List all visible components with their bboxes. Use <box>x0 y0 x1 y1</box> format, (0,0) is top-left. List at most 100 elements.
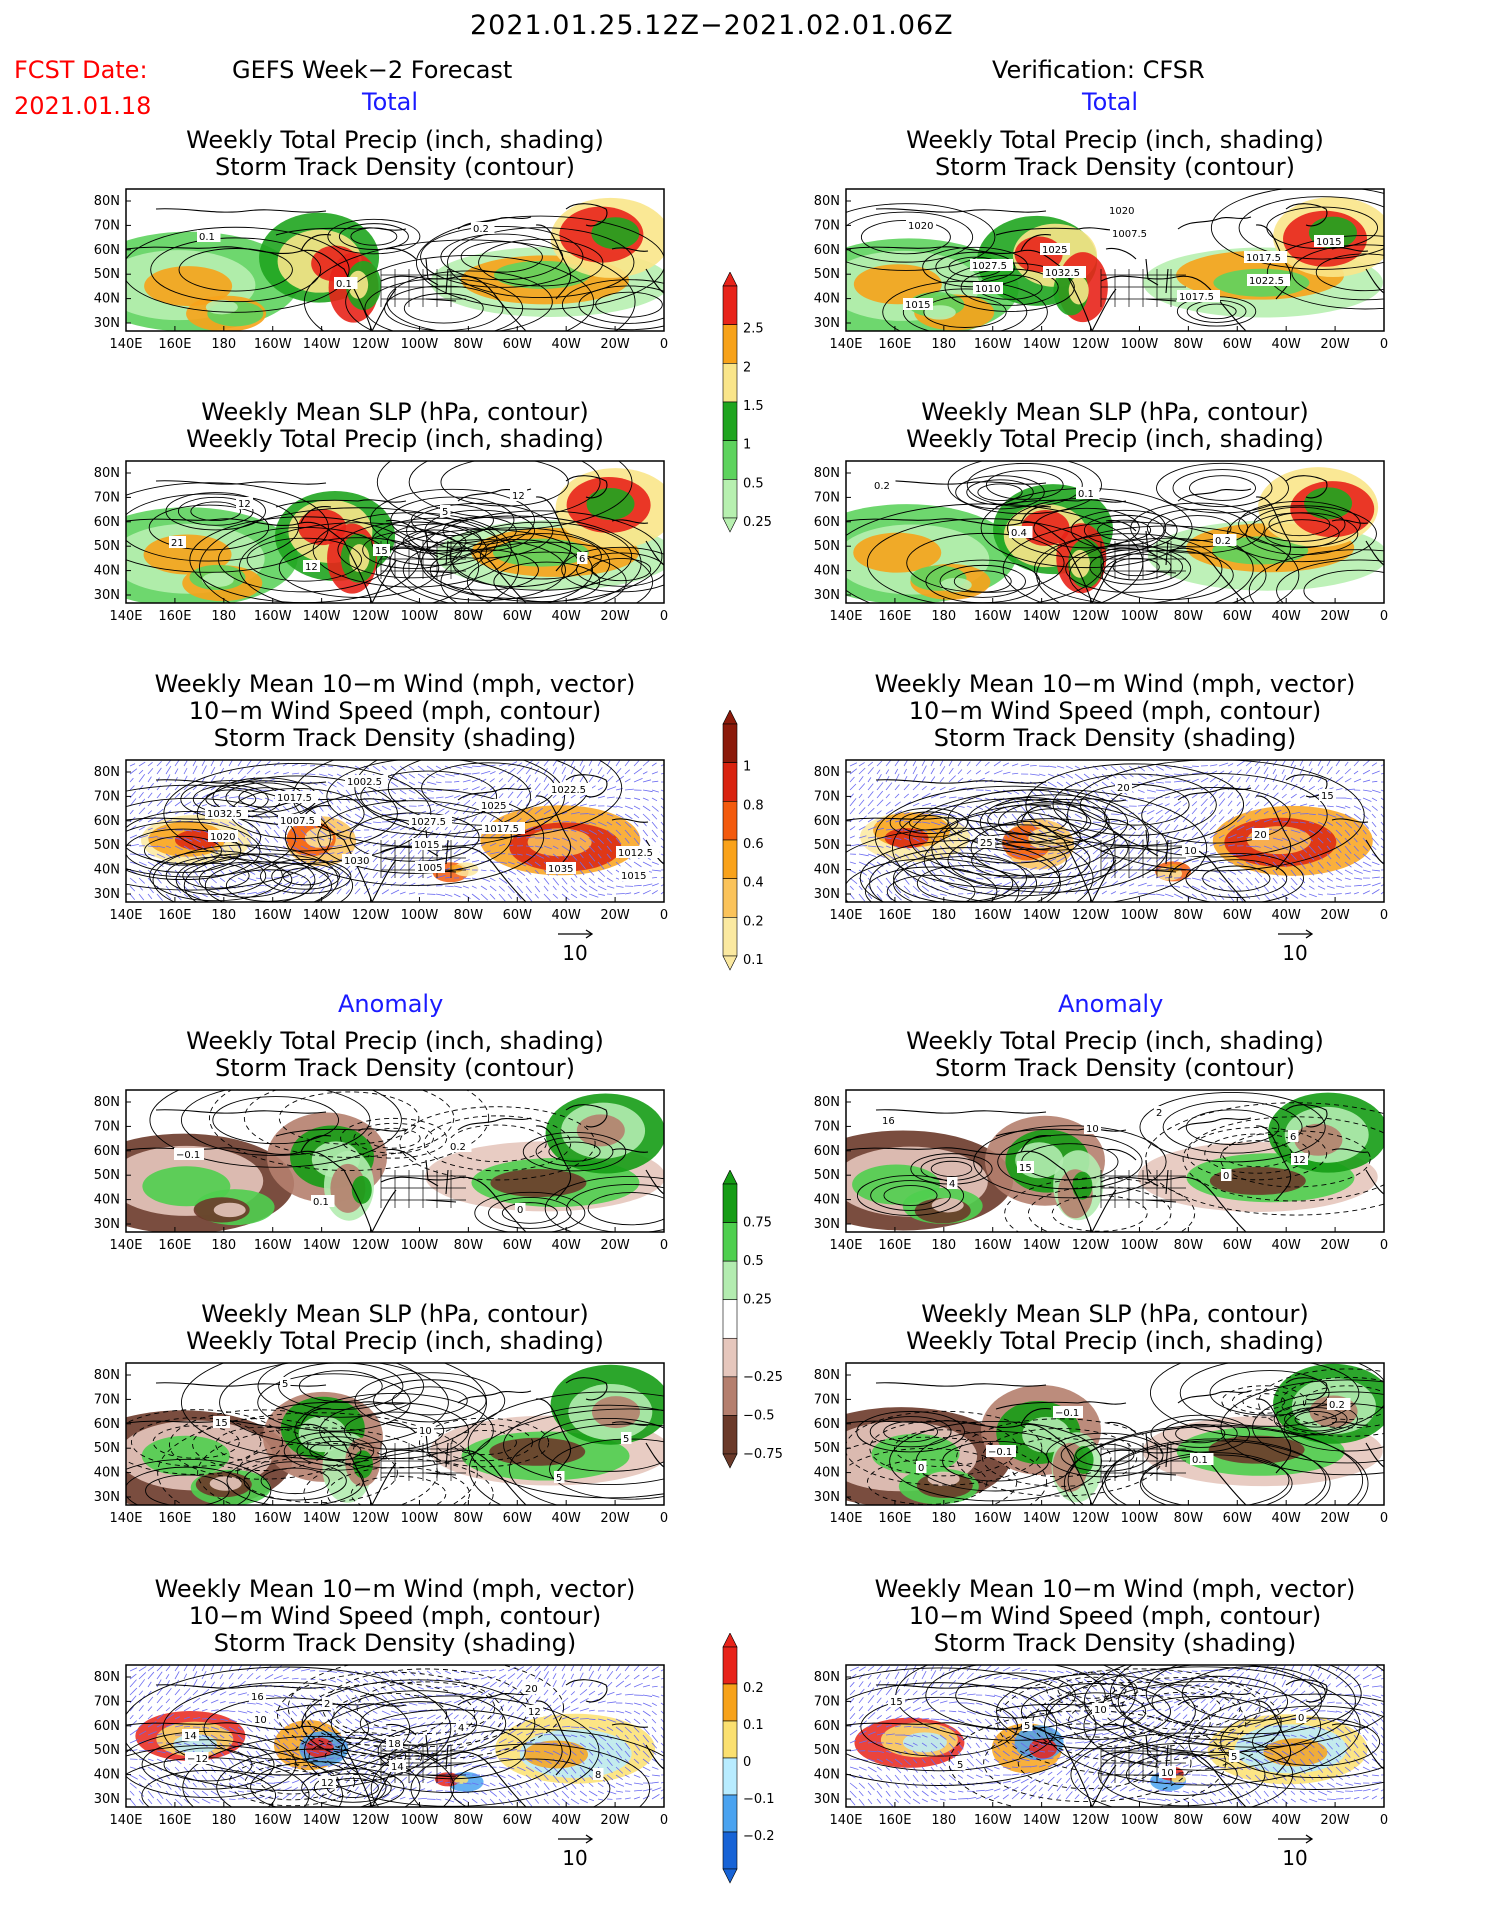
wind-vector <box>498 769 507 775</box>
contour-label: 10 <box>1086 1124 1099 1135</box>
wind-vector <box>1362 1734 1368 1741</box>
wind-vector <box>597 1758 603 1765</box>
contour-line <box>308 1737 407 1775</box>
panel-2-title-line: Weekly Total Precip (inch, shading) <box>906 126 1324 154</box>
wind-vector <box>867 777 872 783</box>
wind-vector <box>1344 761 1349 767</box>
wind-vector <box>1182 1714 1188 1720</box>
wind-vector <box>390 765 397 771</box>
wind-vector <box>975 797 983 801</box>
wind-vector <box>318 805 324 812</box>
wind-vector <box>390 1795 399 1800</box>
wind-vector <box>651 1750 657 1755</box>
wind-vector <box>147 885 154 894</box>
wind-vector <box>588 1681 593 1688</box>
lat-label: 50N <box>94 267 120 282</box>
wind-vector <box>192 760 197 767</box>
wind-vector <box>525 1665 532 1672</box>
wind-vector <box>354 865 360 871</box>
wind-vector <box>651 1794 660 1800</box>
coastline <box>1285 774 1328 798</box>
coastline <box>1105 247 1137 260</box>
wind-vector <box>417 797 428 800</box>
contour-line <box>141 1769 277 1807</box>
wind-vector <box>1191 772 1202 775</box>
contour-line <box>479 533 602 580</box>
wind-vector <box>147 767 154 775</box>
wind-vector <box>1182 1706 1189 1712</box>
wind-vector <box>1245 801 1251 807</box>
wind-vector <box>1191 778 1199 783</box>
wind-vector <box>1155 893 1165 896</box>
wind-vector <box>345 850 353 855</box>
wind-vector <box>552 837 560 841</box>
contour-line <box>1204 1133 1310 1174</box>
wind-vector <box>480 885 488 891</box>
wind-vector <box>210 1790 218 1796</box>
coastline <box>1100 275 1247 331</box>
wind-vector <box>426 781 437 785</box>
wind-vector <box>1164 814 1173 823</box>
wind-vector <box>651 837 656 843</box>
wind-vector <box>1092 881 1098 887</box>
lon-label: 0 <box>1380 609 1388 624</box>
wind-vector <box>597 829 604 835</box>
wind-vector <box>1083 1726 1094 1730</box>
wind-vector <box>480 842 486 847</box>
wind-vector <box>849 835 855 839</box>
wind-vector <box>129 877 137 884</box>
wind-vector <box>156 1679 162 1688</box>
wind-vector <box>615 1774 623 1780</box>
contour-line <box>1238 196 1384 260</box>
wind-vector <box>1128 1686 1134 1690</box>
wind-vector <box>930 813 941 816</box>
wind-vector <box>642 813 651 821</box>
wind-vector <box>201 1699 208 1704</box>
panel-4-title: Weekly Mean SLP (hPa, contour) Weekly Tot… <box>815 399 1415 453</box>
contour-line <box>1189 475 1256 501</box>
wind-vector <box>534 1758 543 1763</box>
lon-label: 40W <box>551 1238 581 1253</box>
wind-vector <box>489 877 496 882</box>
wind-vector <box>1164 1753 1171 1760</box>
coastline <box>275 499 407 508</box>
wind-vector <box>336 851 344 855</box>
wind-vector <box>156 1782 162 1788</box>
wind-vector <box>1029 813 1035 819</box>
wind-vector <box>660 797 664 801</box>
wind-vector <box>597 861 605 870</box>
wind-vector <box>1128 1769 1135 1776</box>
wind-vector <box>588 1782 594 1787</box>
lon-label: 120W <box>1072 609 1110 624</box>
wind-vector <box>192 786 197 791</box>
wind-vector <box>939 885 949 891</box>
wind-vector <box>561 774 566 783</box>
wind-vector <box>156 827 167 831</box>
wind-vector <box>939 777 945 783</box>
wind-vector <box>408 1716 417 1720</box>
wind-vector <box>1254 784 1260 791</box>
wind-vector <box>210 1766 216 1773</box>
wind-vector <box>147 800 153 807</box>
wind-vector <box>399 1796 406 1800</box>
wind-vector <box>480 1736 489 1744</box>
wind-vector <box>984 761 990 767</box>
wind-vector <box>390 789 397 795</box>
wind-vector <box>129 1766 136 1770</box>
wind-vector <box>1371 1685 1382 1688</box>
contour-line <box>126 810 262 865</box>
wind-vector <box>1137 849 1142 855</box>
coastline <box>565 774 608 798</box>
wind-vector <box>1020 867 1028 871</box>
wind-vector <box>381 827 391 831</box>
wind-vector <box>606 837 612 844</box>
wind-vector <box>894 853 902 859</box>
wind-vector <box>579 1750 584 1755</box>
contour-line <box>337 521 488 579</box>
wind-vector <box>453 858 461 863</box>
wind-vector <box>1029 1742 1039 1749</box>
wind-vector <box>903 1669 909 1680</box>
wind-vector <box>1380 772 1384 775</box>
wind-vector <box>345 1718 353 1724</box>
wind-vector <box>345 880 351 887</box>
